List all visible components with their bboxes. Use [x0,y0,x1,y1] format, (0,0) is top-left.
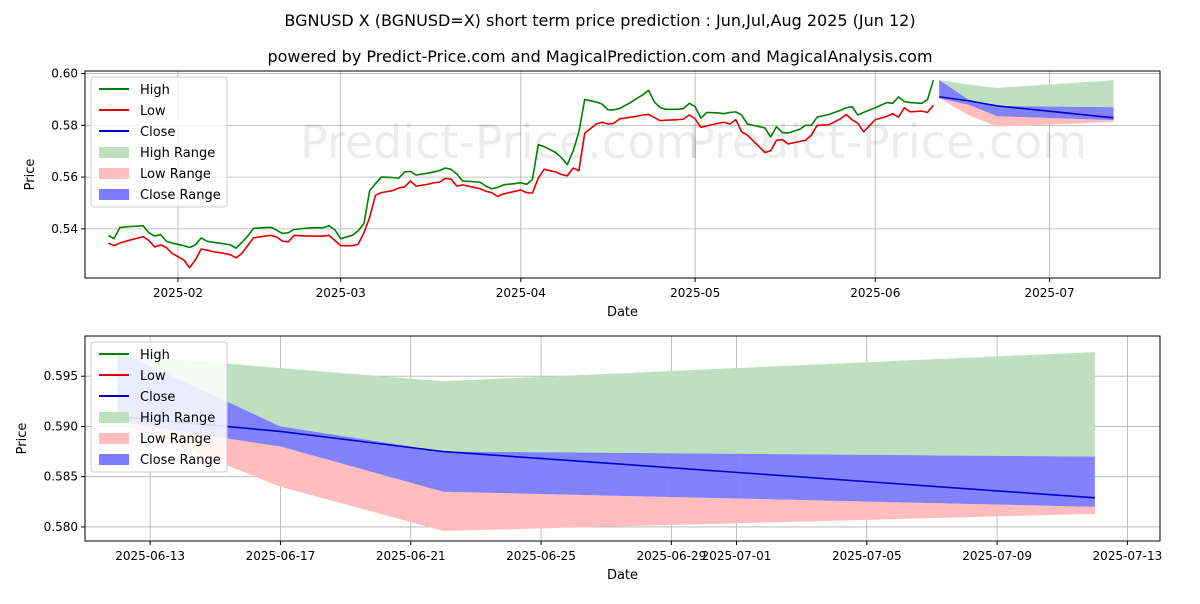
bottom-x-tick-label: 2025-06-17 [246,549,316,563]
bottom-legend-swatch [99,454,129,465]
bottom-y-tick-label: 0.580 [44,520,78,534]
bottom-y-tick-label: 0.590 [44,419,78,433]
bottom-panel: Predict-Price.comPredict-Price.com2025-0… [15,335,1163,583]
top-close-line [939,96,1114,119]
top-x-tick-label: 2025-07 [1025,286,1075,300]
top-x-tick-label: 2025-03 [316,286,366,300]
bottom-x-tick-label: 2025-07-09 [962,549,1032,563]
bottom-legend-label: Low Range [140,432,211,447]
top-y-tick-label: 0.56 [51,170,78,184]
top-high-line [107,79,935,250]
bottom-x-tick-label: 2025-07-05 [832,549,902,563]
bottom-legend-label: Low [140,369,166,384]
top-x-axis-label: Date [607,305,638,320]
bottom-x-tick-label: 2025-06-25 [506,549,576,563]
top-legend-label: Low Range [140,167,211,182]
bottom-x-tick-label: 2025-06-13 [115,549,185,563]
top-legend-label: High Range [140,146,215,161]
top-x-tick-label: 2025-06 [850,286,900,300]
top-x-tick-label: 2025-05 [670,286,720,300]
top-plot-area [107,79,1114,269]
bottom-legend-label: Close Range [140,453,221,468]
bottom-x-tick-label: 2025-06-29 [636,549,706,563]
chart-title: BGNUSD X (BGNUSD=X) short term price pre… [284,11,915,30]
top-y-tick-label: 0.60 [51,67,78,81]
top-high-range-band [939,80,1114,108]
bottom-legend-swatch [99,412,129,423]
top-legend-swatch [99,189,129,200]
bottom-axes-frame [84,335,1161,542]
bottom-x-tick-label: 2025-07-01 [702,549,772,563]
top-legend-label: Close Range [140,188,221,203]
bottom-legend: High Low Close High Range Low Range Close Ran… [90,341,228,473]
bottom-legend-swatch [99,433,129,444]
top-legend-swatch [99,147,129,158]
bottom-y-axis-label: Price [15,423,30,455]
top-low-range-band [939,96,1114,127]
top-watermark: Predict-Price.com [300,115,700,169]
top-legend: High Low Close High Range Low Range Close Ran… [90,76,228,208]
top-legend-label: High [140,83,170,98]
bottom-legend-label: High [140,348,170,363]
bottom-close-range-band [117,351,1095,507]
top-legend-label: Close [140,125,175,140]
top-x-tick-label: 2025-04 [496,286,546,300]
top-close-range-band [939,80,1114,121]
top-axes-frame [84,70,1161,279]
chart-subtitle: powered by Predict-Price.com and Magical… [267,47,932,66]
bottom-legend-label: High Range [140,411,215,426]
bottom-high-range-band [117,352,1095,457]
bottom-legend-label: Close [140,390,175,405]
top-legend-label: Low [140,104,166,119]
bottom-x-tick-label: 2025-06-21 [376,549,446,563]
bottom-y-tick-label: 0.585 [44,470,78,484]
top-low-line [107,104,935,269]
top-y-tick-label: 0.54 [51,222,78,236]
bottom-x-tick-label: 2025-07-13 [1093,549,1163,563]
bottom-y-tick-label: 0.595 [44,369,78,383]
top-panel: Predict-Price.comPredict-Price.com2025-0… [23,67,1161,320]
top-x-tick-label: 2025-02 [153,286,203,300]
bottom-x-axis-label: Date [607,568,638,583]
bottom-low-range-band [117,418,1095,531]
top-y-axis-label: Price [23,159,38,191]
top-legend-swatch [99,168,129,179]
top-y-tick-label: 0.58 [51,118,78,132]
bottom-plot-area [117,351,1095,531]
